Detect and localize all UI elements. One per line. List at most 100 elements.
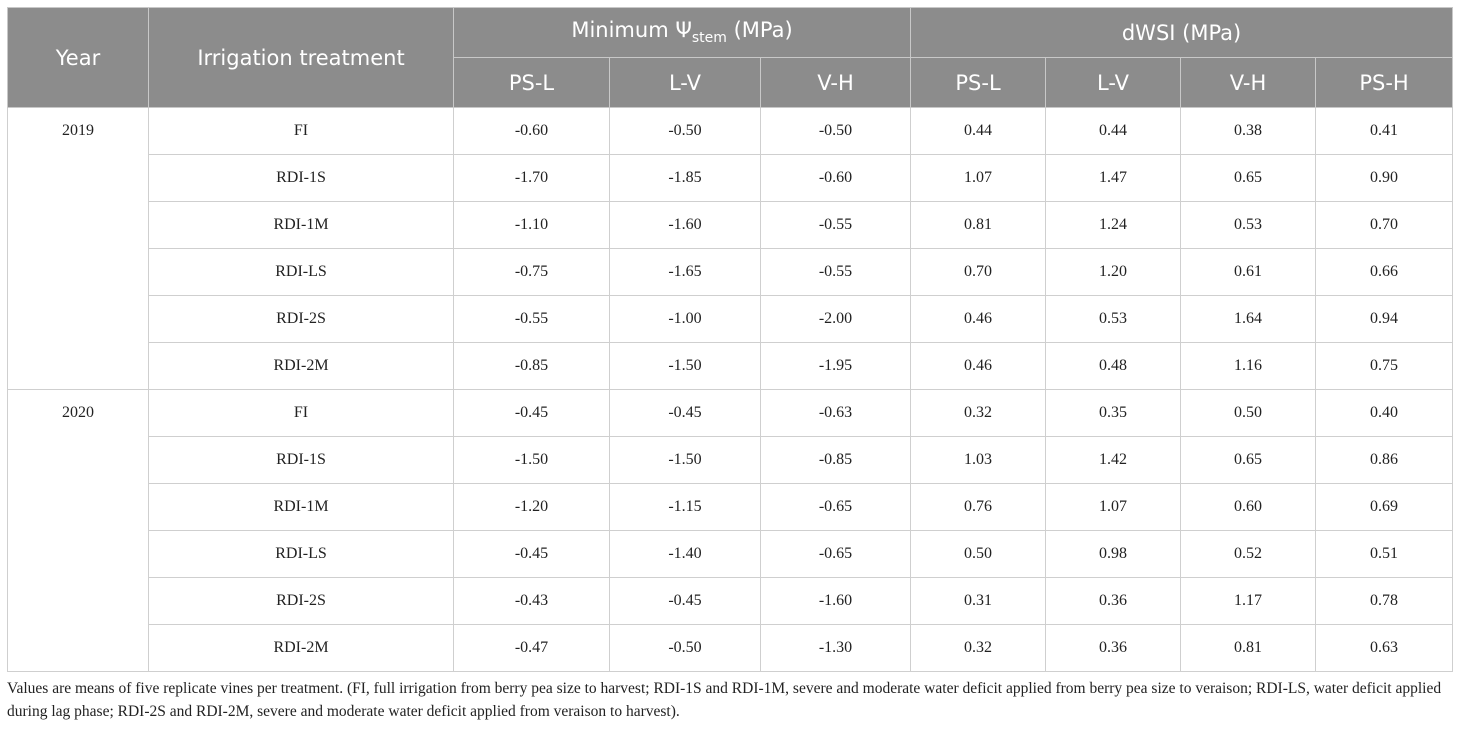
treatment-cell: RDI-1M [148, 201, 454, 249]
treatment-cell: FI [148, 107, 454, 155]
table-row: RDI-1S -1.70 -1.85 -0.60 1.07 1.47 0.65 0.90 [7, 154, 1454, 202]
header-psi-suffix: (MPa) [726, 18, 793, 43]
treatment-cell: RDI-2M [148, 342, 454, 390]
year-cell: 2020 [7, 389, 149, 437]
value-cell: -1.50 [609, 342, 761, 390]
value-cell: -0.65 [759, 530, 912, 578]
value-cell: -1.40 [609, 530, 761, 578]
treatment-cell: RDI-LS [148, 248, 454, 296]
value-cell: 0.32 [910, 624, 1047, 672]
subheader-dwsi-l-v: L-V [1045, 57, 1182, 108]
subheader-dwsi-ps-l: PS-L [910, 57, 1047, 108]
value-cell: 0.94 [1315, 295, 1454, 343]
value-cell: 0.36 [1045, 624, 1182, 672]
value-cell: 0.69 [1315, 483, 1454, 531]
year-cell [7, 436, 149, 484]
value-cell: -0.55 [453, 295, 610, 343]
value-cell: -0.65 [759, 483, 912, 531]
value-cell: 1.03 [910, 436, 1047, 484]
value-cell: 0.75 [1315, 342, 1454, 390]
value-cell: 1.24 [1045, 201, 1182, 249]
value-cell: 0.46 [910, 295, 1047, 343]
value-cell: 0.98 [1045, 530, 1182, 578]
value-cell: -0.60 [759, 154, 912, 202]
value-cell: 0.44 [910, 107, 1047, 155]
table-row: 2020 FI -0.45 -0.45 -0.63 0.32 0.35 0.50 0.40 [7, 389, 1454, 437]
value-cell: 0.60 [1180, 483, 1317, 531]
value-cell: -1.20 [453, 483, 610, 531]
value-cell: -1.65 [609, 248, 761, 296]
treatment-cell: RDI-LS [148, 530, 454, 578]
value-cell: -2.00 [759, 295, 912, 343]
value-cell: -1.50 [609, 436, 761, 484]
value-cell: 1.17 [1180, 577, 1317, 625]
value-cell: -0.60 [453, 107, 610, 155]
value-cell: 0.40 [1315, 389, 1454, 437]
value-cell: -0.45 [453, 389, 610, 437]
value-cell: 0.76 [910, 483, 1047, 531]
value-cell: 0.53 [1180, 201, 1317, 249]
value-cell: 0.61 [1180, 248, 1317, 296]
table-row: RDI-1M -1.10 -1.60 -0.55 0.81 1.24 0.53 0.70 [7, 201, 1454, 249]
value-cell: 1.07 [1045, 483, 1182, 531]
value-cell: -0.75 [453, 248, 610, 296]
table-row: RDI-1M -1.20 -1.15 -0.65 0.76 1.07 0.60 0.69 [7, 483, 1454, 531]
value-cell: 0.90 [1315, 154, 1454, 202]
value-cell: -0.43 [453, 577, 610, 625]
value-cell: 1.42 [1045, 436, 1182, 484]
value-cell: -0.50 [609, 624, 761, 672]
treatment-cell: RDI-1S [148, 154, 454, 202]
table-row: RDI-LS -0.75 -1.65 -0.55 0.70 1.20 0.61 0.66 [7, 248, 1454, 296]
table-row: RDI-2S -0.55 -1.00 -2.00 0.46 0.53 1.64 0.94 [7, 295, 1454, 343]
value-cell: -0.50 [609, 107, 761, 155]
value-cell: 1.47 [1045, 154, 1182, 202]
table-body: 2019 FI -0.60 -0.50 -0.50 0.44 0.44 0.38 0.41 RDI… [7, 107, 1454, 672]
irrigation-table: Year Irrigation treatment Minimum Ψstem … [7, 7, 1454, 672]
subheader-dwsi-ps-h: PS-H [1315, 57, 1454, 108]
table-footnote: Values are means of five replicate vines… [7, 680, 1442, 720]
value-cell: -1.95 [759, 342, 912, 390]
value-cell: -1.60 [759, 577, 912, 625]
value-cell: -1.10 [453, 201, 610, 249]
treatment-cell: RDI-2M [148, 624, 454, 672]
treatment-cell: RDI-1S [148, 436, 454, 484]
value-cell: -0.85 [453, 342, 610, 390]
value-cell: 0.32 [910, 389, 1047, 437]
year-cell [7, 342, 149, 390]
treatment-cell: FI [148, 389, 454, 437]
value-cell: 1.20 [1045, 248, 1182, 296]
value-cell: 0.70 [1315, 201, 1454, 249]
header-psi-subscript: stem [691, 30, 727, 47]
value-cell: -1.50 [453, 436, 610, 484]
value-cell: 0.53 [1045, 295, 1182, 343]
value-cell: 0.70 [910, 248, 1047, 296]
treatment-cell: RDI-1M [148, 483, 454, 531]
table-row: 2019 FI -0.60 -0.50 -0.50 0.44 0.44 0.38 0.41 [7, 107, 1454, 155]
table-row: RDI-1S -1.50 -1.50 -0.85 1.03 1.42 0.65 0.86 [7, 436, 1454, 484]
table-row: RDI-2M -0.47 -0.50 -1.30 0.32 0.36 0.81 0.63 [7, 624, 1454, 672]
value-cell: -1.70 [453, 154, 610, 202]
value-cell: -0.47 [453, 624, 610, 672]
year-cell [7, 248, 149, 296]
treatment-cell: RDI-2S [148, 577, 454, 625]
value-cell: -0.45 [609, 577, 761, 625]
header-dwsi: dWSI (MPa) [910, 7, 1454, 58]
value-cell: -0.63 [759, 389, 912, 437]
value-cell: 0.78 [1315, 577, 1454, 625]
value-cell: 0.46 [910, 342, 1047, 390]
value-cell: 0.50 [910, 530, 1047, 578]
value-cell: -1.30 [759, 624, 912, 672]
value-cell: 0.52 [1180, 530, 1317, 578]
header-irrigation-treatment: Irrigation treatment [148, 7, 454, 108]
year-cell [7, 154, 149, 202]
value-cell: -0.85 [759, 436, 912, 484]
value-cell: -0.55 [759, 248, 912, 296]
value-cell: 0.65 [1180, 154, 1317, 202]
subheader-psi-l-v: L-V [609, 57, 761, 108]
subheader-dwsi-v-h: V-H [1180, 57, 1317, 108]
value-cell: 0.86 [1315, 436, 1454, 484]
value-cell: -1.60 [609, 201, 761, 249]
value-cell: 0.66 [1315, 248, 1454, 296]
value-cell: 1.16 [1180, 342, 1317, 390]
value-cell: 0.35 [1045, 389, 1182, 437]
